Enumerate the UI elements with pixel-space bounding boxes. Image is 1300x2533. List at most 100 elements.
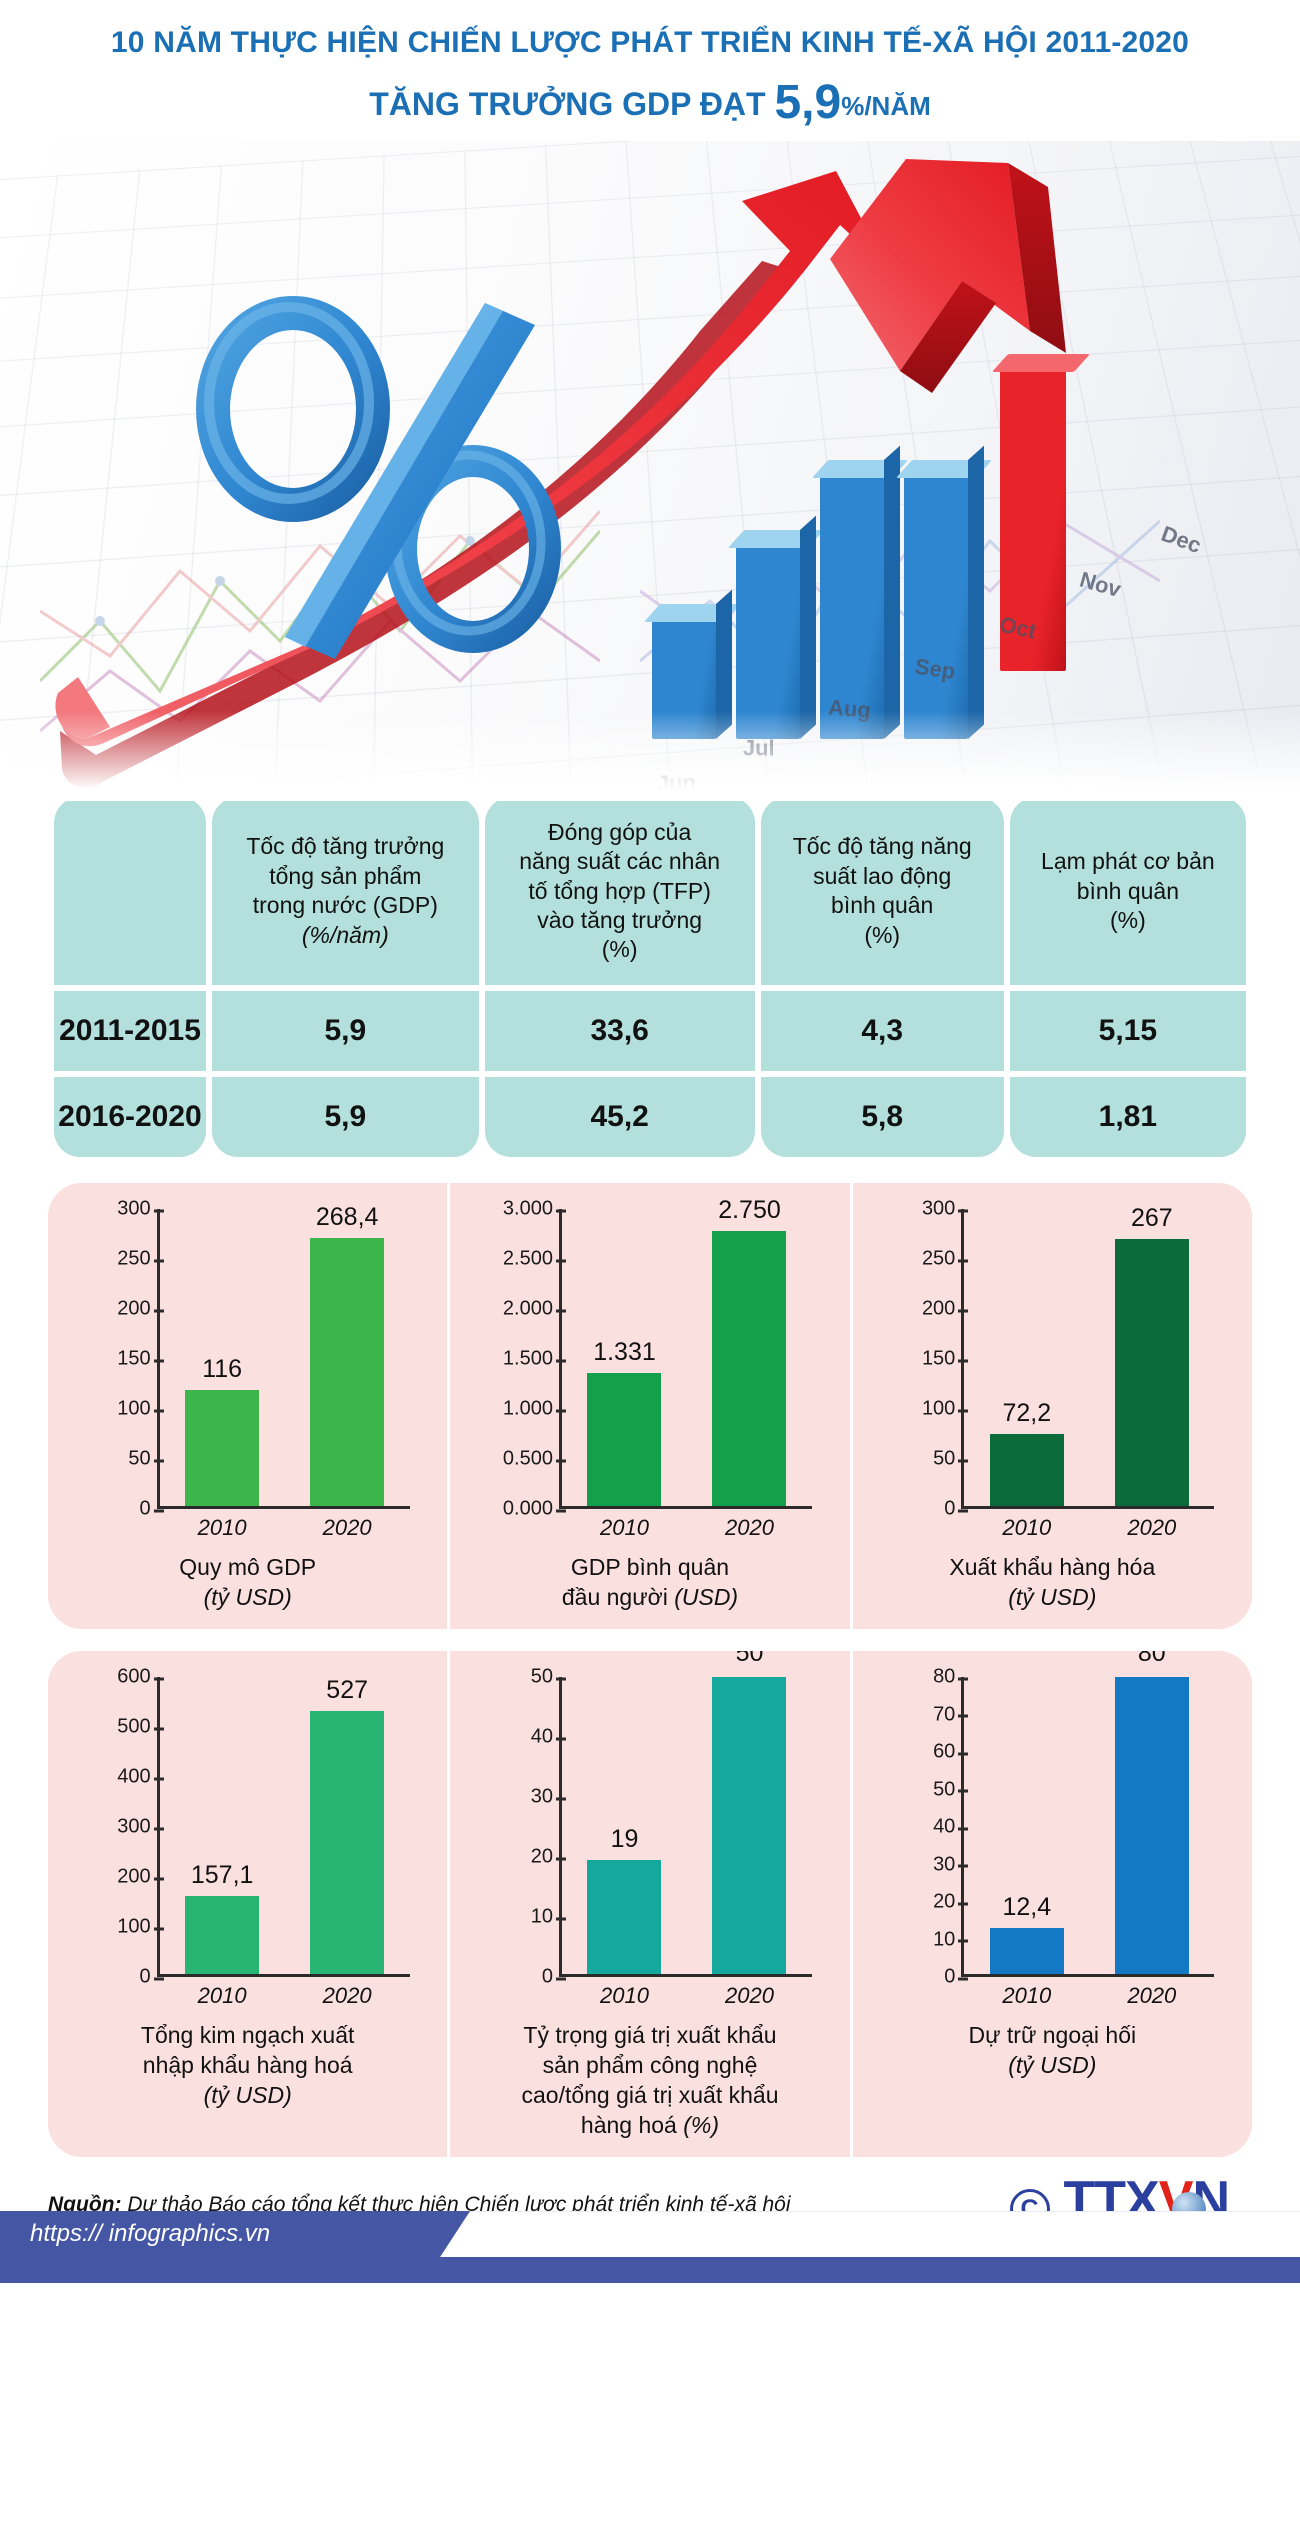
- table-cell: 5,9: [212, 1077, 479, 1158]
- bar-group: 72,2: [989, 1209, 1064, 1507]
- header-line: Tốc độ tăng năng: [792, 833, 972, 860]
- x-axis-tick: 2020: [1127, 1983, 1177, 2009]
- chart-title-line: Tổng kim ngạch xuất: [140, 2022, 355, 2049]
- chart-unit: (%): [683, 2111, 720, 2138]
- y-axis-tick: 1.000: [502, 1397, 567, 1420]
- bar-group: 268,4: [310, 1203, 385, 1507]
- x-axis-tick: 2010: [1002, 1983, 1052, 2009]
- header-line: Lạm phát cơ bản: [1041, 848, 1215, 875]
- x-axis-tick: 2010: [197, 1515, 247, 1541]
- y-axis-tick: 30: [933, 1853, 969, 1876]
- bar-value-label: 80: [1137, 1651, 1166, 1668]
- chart-title-line: Quy mô GDP: [179, 1554, 317, 1581]
- header-line: năng suất các nhân: [519, 848, 721, 875]
- y-axis-tick: 150: [921, 1347, 969, 1370]
- y-axis-tick: 3.000: [502, 1197, 567, 1220]
- header-line: tố tổng hợp (TFP): [528, 877, 711, 904]
- chart-title-line: nhập khẩu hàng hoá: [142, 2051, 353, 2078]
- url-bar: https:// infographics.vn: [0, 2211, 1300, 2258]
- bar-group: 267: [1114, 1204, 1189, 1507]
- bar: [587, 1373, 662, 1507]
- plot-area: 0 10 20 30 40 50 19 50: [464, 1651, 835, 1988]
- table-cell: 45,2: [484, 1077, 755, 1158]
- y-axis-tick: 0: [944, 1497, 969, 1520]
- site-url: https:// infographics.vn: [30, 2220, 271, 2248]
- y-axis-tick: 150: [117, 1347, 165, 1370]
- x-axis-tick: 2010: [600, 1983, 649, 2009]
- y-axis-tick: 0: [139, 1965, 164, 1988]
- y-axis-tick: 70: [933, 1703, 969, 1726]
- percent-symbol-icon: [196, 296, 561, 660]
- bar: [587, 1860, 662, 1975]
- y-axis-tick: 50: [128, 1447, 165, 1470]
- hero-bar-4: [904, 477, 968, 740]
- bar-value-label: 19: [610, 1825, 639, 1854]
- bar: [1114, 1677, 1189, 1975]
- y-axis-tick: 300: [921, 1197, 969, 1220]
- y-axis-tick: 10: [530, 1905, 567, 1928]
- chart-title-line: Dự trữ ngoại hối: [968, 2022, 1137, 2049]
- chart-caption: Xuất khẩu hàng hóa (tỷ USD): [949, 1553, 1155, 1613]
- headline-unit: %/NĂM: [841, 90, 931, 121]
- y-axis-tick: 0.500: [502, 1447, 567, 1470]
- source-label: Nguồn:: [48, 2192, 122, 2216]
- table-cell: 5,9: [212, 991, 479, 1072]
- y-axis-tick: 20: [933, 1890, 969, 1913]
- subtitle-prefix: TĂNG TRƯỞNG GDP ĐẠT: [369, 85, 775, 122]
- x-axis-tick: 2020: [725, 1515, 774, 1541]
- y-axis-tick: 30: [530, 1785, 567, 1808]
- chart-unit: (tỷ USD): [203, 2081, 292, 2108]
- header-line: trong nước (GDP): [252, 892, 438, 919]
- chart-caption: Tổng kim ngạch xuất nhập khẩu hàng hoá (tỷ…: [141, 2021, 355, 2111]
- y-axis-tick: 300: [117, 1197, 165, 1220]
- y-axis-tick: 600: [117, 1665, 165, 1688]
- y-axis-tick: 40: [530, 1725, 567, 1748]
- chart-unit: (USD): [674, 1584, 739, 1611]
- bar-value-label: 12,4: [1002, 1892, 1052, 1921]
- chart-title-line: sản phẩm công nghệ: [542, 2051, 758, 2078]
- table-header-row: Tốc độ tăng trưởng tổng sản phẩm trong n…: [54, 797, 1246, 986]
- table-header-gdp: Tốc độ tăng trưởng tổng sản phẩm trong n…: [212, 797, 479, 986]
- y-axis: 0 50 100 150 200 250 300: [86, 1198, 165, 1520]
- y-axis: 0 100 200 300 400 500 600: [86, 1666, 165, 1988]
- table-corner-cell: [54, 797, 206, 986]
- plot-area: 0 50 100 150 200 250 300 116 268,4: [62, 1198, 433, 1520]
- hero-bar-red: [1000, 371, 1066, 672]
- bar-group: 157,1: [185, 1677, 260, 1975]
- chart-unit: (tỷ USD): [203, 1584, 292, 1611]
- table-row-label: 2016-2020: [54, 1077, 206, 1158]
- bar-value-label: 267: [1130, 1204, 1173, 1233]
- charts-section: 0 50 100 150 200 250 300 116 268,4 2010 2020 Quy mô…: [0, 1183, 1300, 2157]
- plot-area: 0.000 0.500 1.000 1.500 2.000 2.500 3.000 1.331…: [464, 1196, 835, 1520]
- bar-value-label: 1.331: [593, 1338, 656, 1367]
- bar-value-label: 268,4: [315, 1202, 379, 1231]
- bar-group: 80: [1114, 1651, 1189, 1975]
- plot-area: 0 100 200 300 400 500 600 157,1 527: [62, 1666, 433, 1988]
- x-axis-tick: 2020: [1127, 1515, 1177, 1541]
- table-header-tfp: Đóng góp của năng suất các nhân tố tổng …: [484, 797, 755, 986]
- bars-container: 1.331 2.750: [561, 1196, 812, 1510]
- x-axis-tick: 2010: [197, 1983, 247, 2009]
- hero-month-sep: Sep: [913, 653, 957, 685]
- bar-value-label: 2.750: [718, 1196, 781, 1225]
- header-unit: (%): [601, 936, 638, 963]
- chart-row-1: 0 50 100 150 200 250 300 116 268,4 2010 2020 Quy mô…: [48, 1183, 1252, 1630]
- y-axis-tick: 100: [117, 1915, 165, 1938]
- chart-panel-gdp-per-capita: 0.000 0.500 1.000 1.500 2.000 2.500 3.000 1.331…: [450, 1183, 853, 1630]
- chart-title-line: hàng hoá (%): [580, 2111, 720, 2138]
- header-unit: (%): [864, 921, 901, 948]
- y-axis-tick: 50: [530, 1665, 567, 1688]
- bar: [310, 1710, 385, 1975]
- hero-bar-3: [820, 477, 884, 740]
- y-axis-tick: 10: [933, 1928, 969, 1951]
- header-line: Tốc độ tăng trưởng: [246, 833, 445, 860]
- chart-panel-gdp-size: 0 50 100 150 200 250 300 116 268,4 2010 2020 Quy mô…: [48, 1183, 451, 1630]
- y-axis-tick: 0: [944, 1965, 969, 1988]
- y-axis-tick: 250: [117, 1247, 165, 1270]
- bars-container: 157,1 527: [159, 1676, 410, 1978]
- y-axis-tick: 1.500: [502, 1347, 567, 1370]
- bars-container: 72,2 267: [964, 1204, 1215, 1510]
- bar: [989, 1434, 1064, 1507]
- y-axis-tick: 50: [933, 1778, 969, 1801]
- chart-title-line: GDP bình quân: [570, 1554, 730, 1581]
